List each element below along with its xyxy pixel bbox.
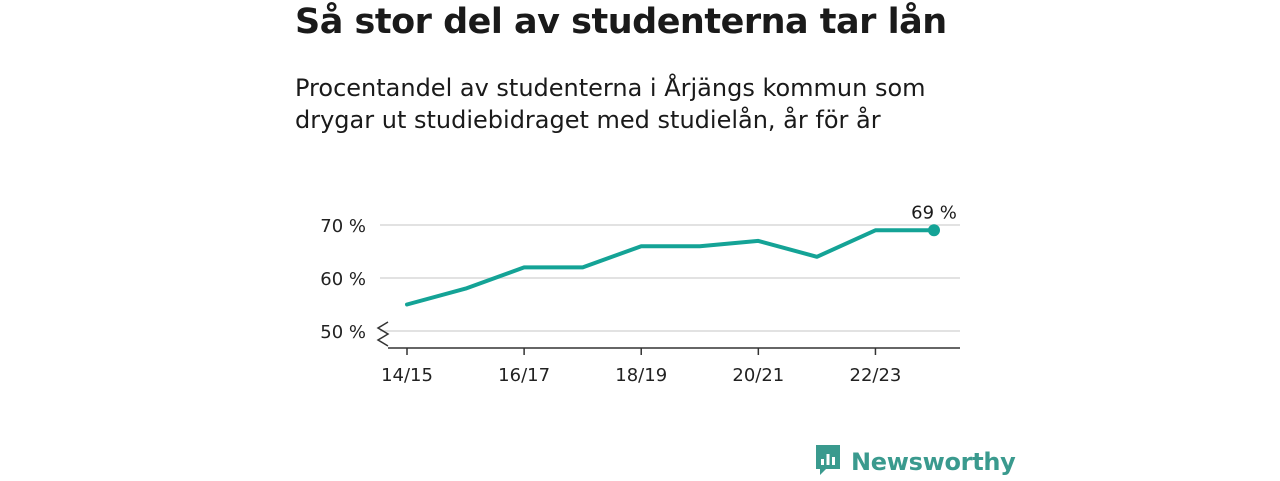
y-tick-label: 50 % (320, 322, 366, 343)
last-data-point (928, 224, 940, 237)
x-tick-label: 16/17 (498, 365, 550, 386)
chart-subtitle: Procentandel av studenterna i Årjängs ko… (295, 74, 926, 134)
series-line (405, 228, 936, 307)
y-axis-ticks: 50 % 60 % 70 % (320, 216, 366, 343)
last-value-label: 69 % (911, 202, 957, 223)
y-tick-label: 70 % (320, 216, 366, 237)
x-tick-label: 22/23 (850, 365, 902, 386)
axis-break-icon (376, 321, 390, 347)
x-tick-label: 20/21 (732, 365, 784, 386)
x-axis-ticks: 14/15 16/17 18/19 20/21 22/23 (381, 348, 901, 386)
x-tick-label: 14/15 (381, 365, 433, 386)
x-tick-label: 18/19 (615, 365, 667, 386)
gridlines (380, 224, 960, 332)
brand-name: Newsworthy (851, 448, 1016, 476)
newsworthy-logo-icon (814, 443, 842, 481)
chart-title: Så stor del av studenterna tar lån (295, 2, 947, 42)
y-tick-label: 60 % (320, 269, 366, 290)
brand-logo: Newsworthy (814, 445, 1016, 479)
